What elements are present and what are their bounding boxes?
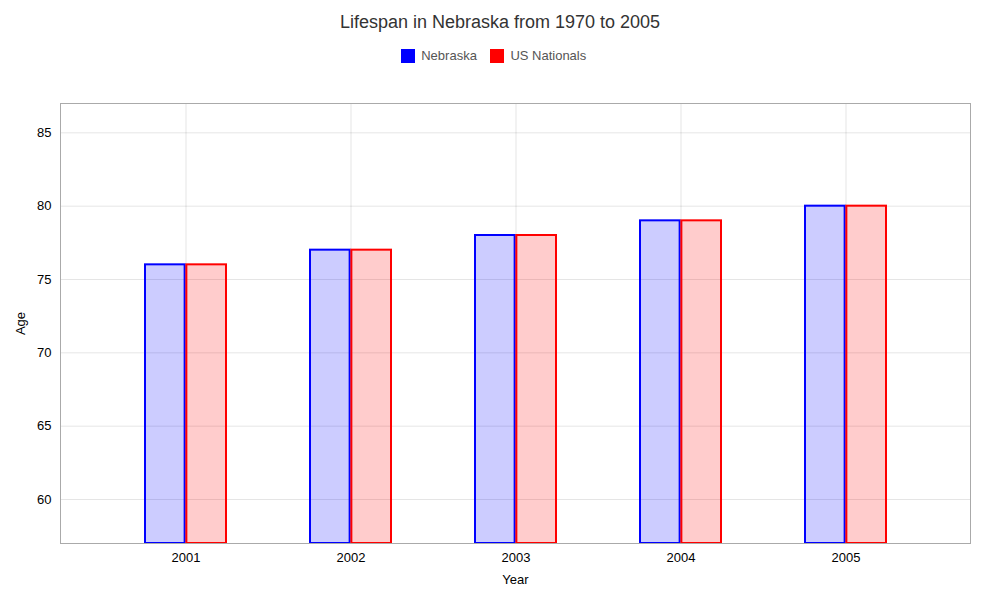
svg-text:85: 85: [37, 124, 51, 139]
svg-text:2003: 2003: [502, 549, 531, 564]
svg-text:2005: 2005: [832, 549, 861, 564]
svg-text:60: 60: [37, 491, 51, 506]
svg-text:80: 80: [37, 198, 51, 213]
html-text:Nebraska: Nebraska: [421, 48, 477, 63]
svg-text:2001: 2001: [172, 549, 201, 564]
svg-text:2002: 2002: [337, 549, 366, 564]
html-text:US Nationals: US Nationals: [510, 48, 587, 63]
svg-text:Age: Age: [13, 311, 28, 334]
svg-text:65: 65: [37, 418, 51, 433]
svg-text:75: 75: [37, 271, 51, 286]
svg-text:70: 70: [37, 344, 51, 359]
svg-text:Year: Year: [502, 571, 529, 586]
html-text:Lifespan in Nebraska from 1970: Lifespan in Nebraska from 1970 to 2005: [339, 12, 661, 32]
svg-text:2004: 2004: [667, 549, 696, 564]
